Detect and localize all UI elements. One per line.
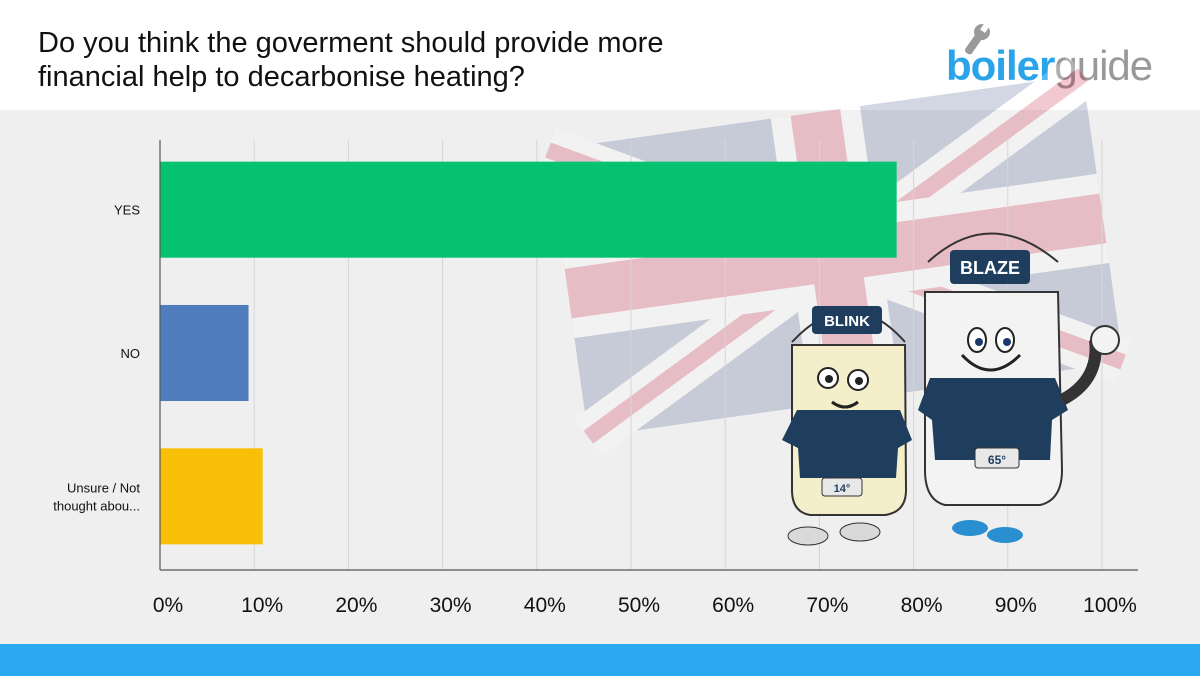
x-tick-label: 20% [335, 594, 377, 617]
boilerguide-logo: boilerguide [930, 22, 1160, 94]
logo-text-guide: guide [1054, 42, 1153, 89]
labels: 0% 10% 20% 30% 40% 50% 60% 70% 80% 90% 100% YES NO Un… [53, 203, 1137, 617]
logo-text-boiler: boiler [946, 42, 1055, 89]
bar-yes [160, 161, 897, 258]
bars [160, 161, 897, 545]
category-label: Unsure / Not [67, 480, 140, 495]
x-tick-label: 90% [995, 594, 1037, 617]
x-tick-label: 80% [901, 594, 943, 617]
x-tick-label: 10% [241, 594, 283, 617]
bar-no [160, 304, 249, 402]
category-label: YES [114, 203, 140, 218]
title-line-2: financial help to decarbonise heating? [38, 61, 525, 93]
wrench-icon [964, 22, 990, 55]
x-tick-label: 0% [153, 594, 183, 617]
title-line-1: Do you think the goverment should provid… [38, 27, 664, 59]
x-tick-label: 30% [430, 594, 472, 617]
x-tick-label: 70% [806, 594, 848, 617]
page-title: Do you think the goverment should provid… [38, 26, 858, 94]
blink-cap-label: BLINK [824, 313, 870, 330]
category-label: thought abou... [53, 498, 140, 513]
footer-bar [0, 644, 1200, 676]
axes [159, 140, 1138, 571]
blink-display-label: 14° [834, 483, 851, 495]
category-label: NO [121, 346, 141, 361]
blaze-display-label: 65° [988, 453, 1006, 467]
blink-mascot-illustration: BLINK 14° [782, 306, 912, 546]
header: Do you think the goverment should provid… [0, 0, 1200, 110]
bar-chart: BLAZE 65° BLINK 14° 0% 10% 20% 30% 40% 50% 60%… [53, 68, 1138, 617]
x-tick-label: 40% [524, 594, 566, 617]
x-tick-label: 100% [1083, 594, 1137, 617]
x-tick-label: 50% [618, 594, 660, 617]
blaze-mascot-illustration: BLAZE 65° [918, 232, 1120, 543]
bar-unsure [160, 448, 263, 545]
x-tick-label: 60% [712, 594, 754, 617]
blaze-cap-label: BLAZE [960, 258, 1020, 278]
